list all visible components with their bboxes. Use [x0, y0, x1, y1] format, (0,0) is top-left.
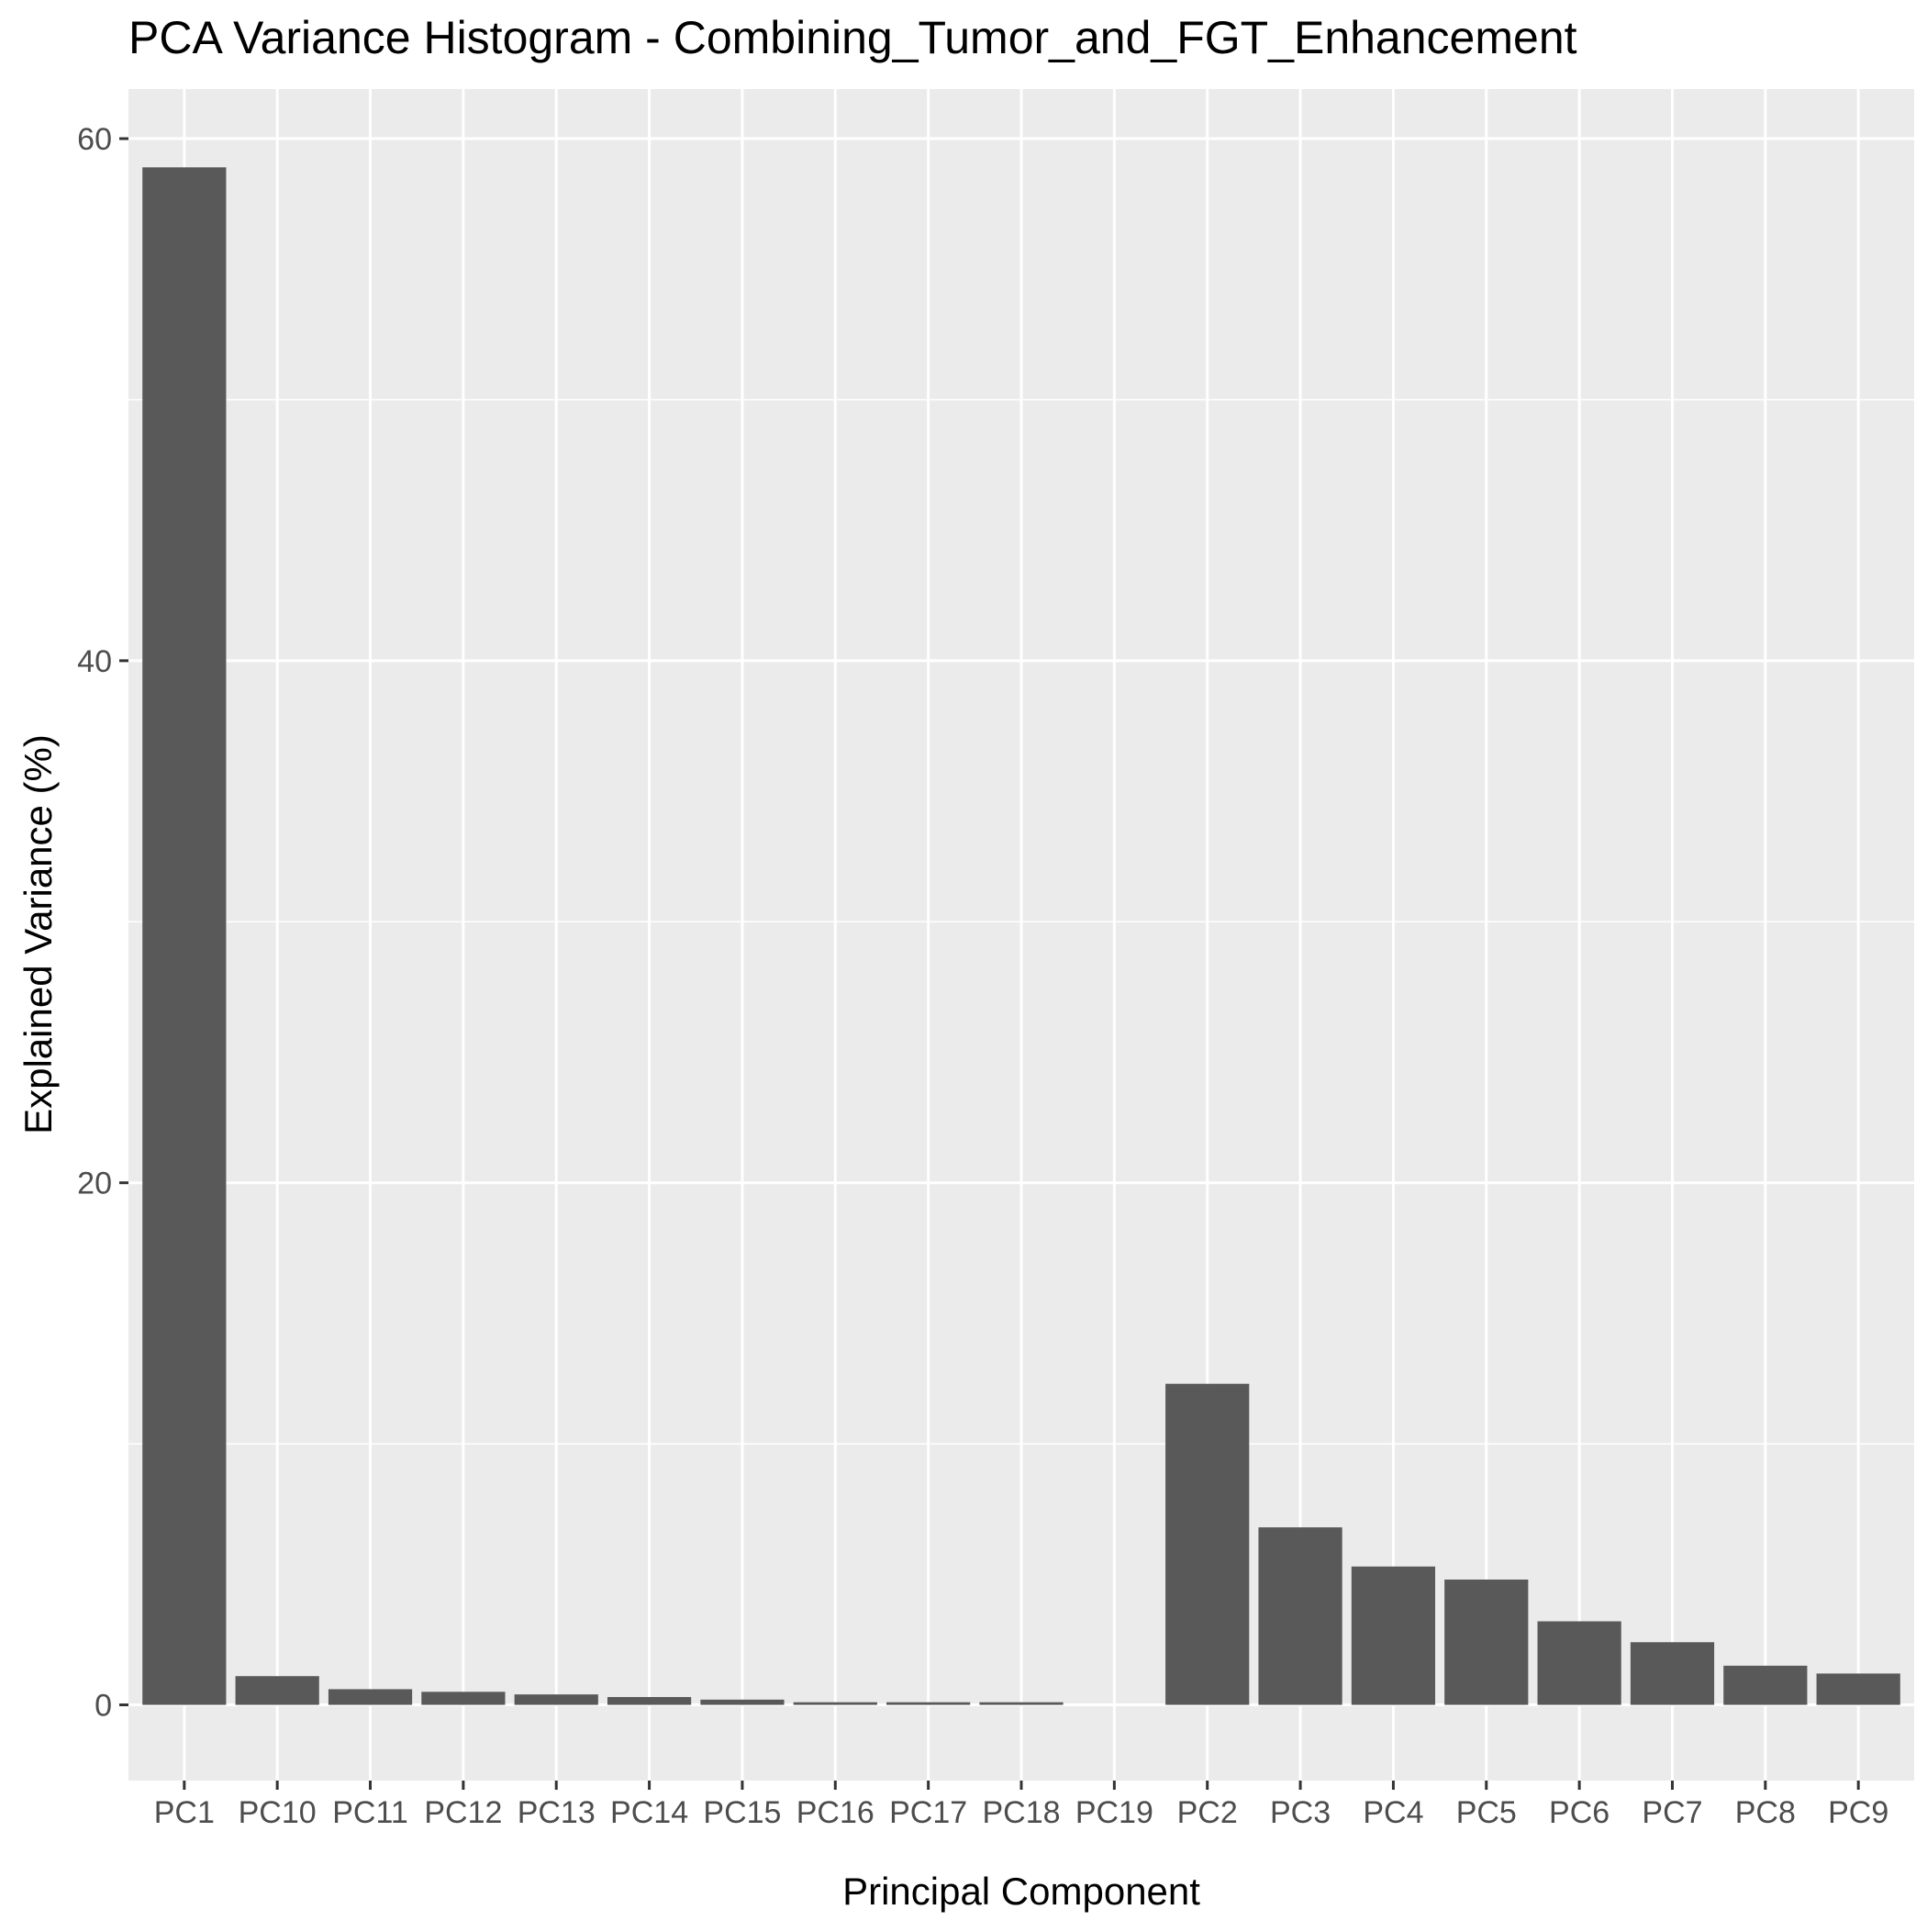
bar-pc4 — [1351, 1566, 1436, 1705]
bars — [142, 167, 1900, 1705]
x-tick-label: PC4 — [1363, 1795, 1423, 1830]
y-tick-label: 40 — [77, 644, 112, 679]
x-tick-label: PC6 — [1549, 1795, 1610, 1830]
bar-pc2 — [1165, 1383, 1250, 1705]
y-tick-label: 20 — [77, 1167, 112, 1201]
bar-pc18 — [979, 1702, 1064, 1705]
chart-title: PCA Variance Histogram - Combining_Tumor… — [128, 12, 1577, 63]
bar-pc12 — [421, 1692, 506, 1705]
x-tick-label: PC2 — [1177, 1795, 1238, 1830]
x-tick-label: PC5 — [1456, 1795, 1517, 1830]
bar-pc16 — [793, 1702, 877, 1705]
x-tick-label: PC12 — [424, 1795, 502, 1830]
x-tick-label: PC13 — [518, 1795, 596, 1830]
bar-pc1 — [142, 167, 227, 1705]
x-tick-label: PC15 — [703, 1795, 781, 1830]
x-tick-label: PC18 — [982, 1795, 1060, 1830]
y-tick-label: 0 — [95, 1689, 112, 1724]
x-axis: PC1 PC10 PC11 PC12 PC13 PC14 PC15 PC16 PC17 PC18 P… — [154, 1781, 1888, 1830]
bar-pc6 — [1537, 1621, 1621, 1705]
x-tick-label: PC16 — [796, 1795, 874, 1830]
x-tick-label: PC7 — [1642, 1795, 1702, 1830]
bar-pc5 — [1444, 1580, 1529, 1705]
bar-pc15 — [700, 1699, 785, 1705]
x-tick-label: PC1 — [154, 1795, 215, 1830]
y-axis: 0 20 40 60 — [77, 122, 128, 1724]
x-tick-label: PC11 — [332, 1795, 408, 1830]
bar-pc8 — [1723, 1665, 1808, 1705]
x-tick-label: PC14 — [610, 1795, 688, 1830]
x-tick-label: PC3 — [1270, 1795, 1331, 1830]
y-axis-title: Explained Variance (%) — [17, 734, 60, 1134]
x-tick-label: PC8 — [1735, 1795, 1796, 1830]
bar-pc17 — [886, 1702, 971, 1705]
bar-pc14 — [607, 1696, 692, 1705]
x-tick-label: PC10 — [239, 1795, 317, 1830]
x-axis-title: Principal Component — [842, 1870, 1200, 1913]
x-tick-label: PC9 — [1828, 1795, 1888, 1830]
x-tick-label: PC19 — [1075, 1795, 1153, 1830]
bar-pc10 — [235, 1676, 319, 1705]
bar-pc9 — [1816, 1673, 1900, 1705]
x-tick-label: PC17 — [889, 1795, 967, 1830]
bar-pc13 — [514, 1694, 598, 1705]
bar-pc11 — [328, 1689, 413, 1705]
y-tick-label: 60 — [77, 122, 112, 157]
bar-pc3 — [1258, 1527, 1342, 1705]
bar-pc7 — [1630, 1642, 1715, 1705]
